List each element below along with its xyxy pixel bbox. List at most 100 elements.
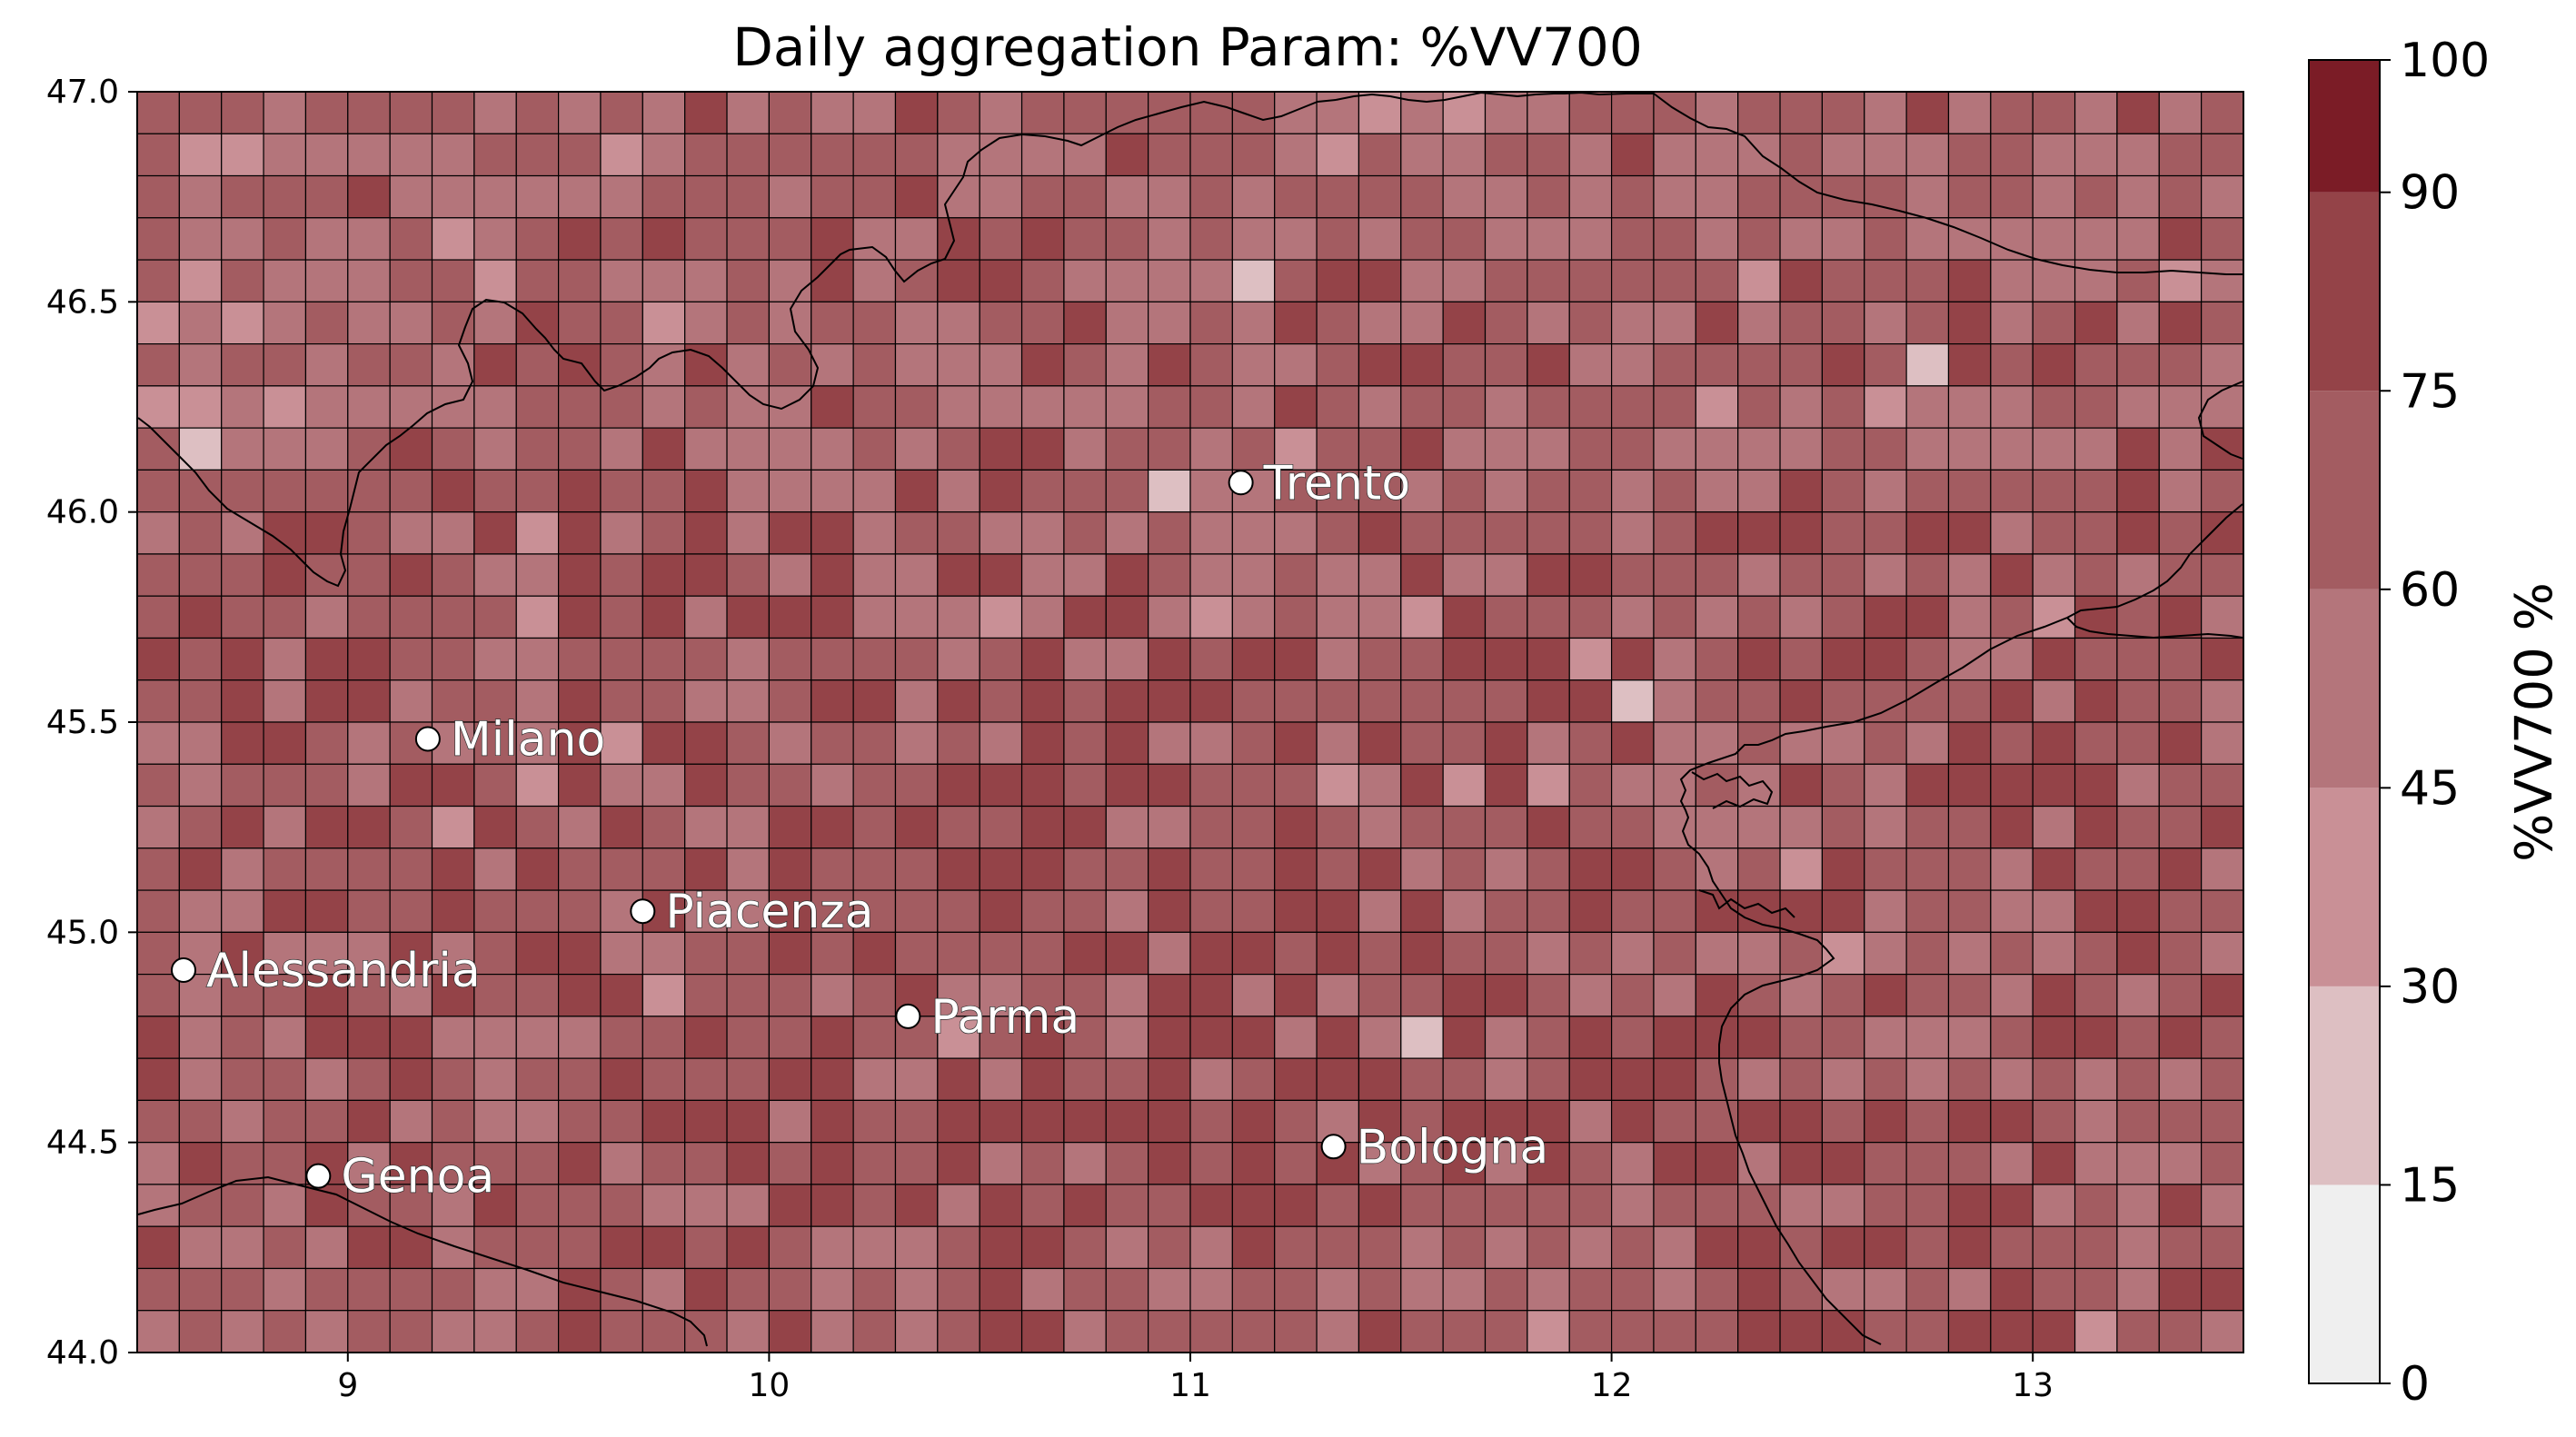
grid-cell <box>136 553 180 597</box>
grid-cell <box>2116 1099 2160 1144</box>
grid-cell <box>2201 91 2244 134</box>
grid-cell <box>1905 1225 1950 1270</box>
grid-cell <box>1400 427 1444 471</box>
grid-cell <box>1905 1142 1950 1185</box>
grid-cell <box>1779 973 1824 1017</box>
grid-cell <box>2116 1142 2160 1185</box>
grid-cell <box>1653 931 1696 976</box>
grid-cell <box>2074 301 2118 345</box>
grid-cell <box>1316 259 1360 302</box>
grid-cell <box>768 721 812 765</box>
grid-cell <box>852 217 897 261</box>
grid-cell <box>1105 1267 1149 1312</box>
grid-cell <box>642 469 686 513</box>
grid-cell <box>263 1310 307 1353</box>
grid-cell <box>600 174 643 219</box>
grid-cell <box>2201 973 2244 1017</box>
grid-cell <box>2116 343 2160 387</box>
grid-cell <box>136 1099 180 1144</box>
grid-cell <box>1063 763 1107 808</box>
grid-cell <box>304 343 349 387</box>
grid-cell <box>178 595 223 639</box>
grid-cell <box>136 1225 180 1270</box>
grid-cell <box>136 637 180 681</box>
grid-cell <box>1484 679 1528 723</box>
grid-cell <box>2116 973 2160 1017</box>
grid-cell <box>684 1142 728 1185</box>
grid-cell <box>515 763 560 808</box>
grid-cell <box>852 1057 897 1102</box>
grid-cell <box>1400 847 1444 891</box>
grid-cell <box>1063 553 1107 597</box>
grid-cell <box>1231 763 1276 808</box>
grid-cell <box>1821 1057 1865 1102</box>
grid-cell <box>1568 1267 1613 1312</box>
grid-cell <box>1527 133 1570 177</box>
grid-cell <box>2158 343 2203 387</box>
grid-cell <box>642 217 686 261</box>
grid-cell <box>1737 1310 1781 1353</box>
grid-cell <box>1947 973 1992 1017</box>
adriatic-coastline <box>2066 617 2243 639</box>
grid-cell <box>2158 91 2203 134</box>
city-marker <box>1320 1134 1347 1160</box>
grid-cell <box>1189 427 1233 471</box>
grid-cell <box>1568 259 1613 302</box>
grid-cell <box>347 343 391 387</box>
grid-cell <box>1990 174 2034 219</box>
grid-cell <box>2201 847 2244 891</box>
grid-cell <box>1274 805 1318 849</box>
grid-cell <box>431 1016 475 1059</box>
grid-cell <box>937 973 980 1017</box>
grid-cell <box>1063 721 1107 765</box>
grid-cell <box>1737 763 1781 808</box>
grid-cell <box>1231 1016 1276 1059</box>
grid-cell <box>1189 133 1233 177</box>
grid-cell <box>1189 763 1233 808</box>
grid-cell <box>1779 1225 1824 1270</box>
grid-cell <box>431 301 475 345</box>
grid-cell <box>1189 931 1233 976</box>
grid-cell <box>1568 637 1613 681</box>
grid-cell <box>979 385 1023 429</box>
grid-cell <box>937 174 980 219</box>
grid-cell <box>979 469 1023 513</box>
grid-cell <box>600 511 643 555</box>
grid-cell <box>389 847 433 891</box>
grid-cell <box>1610 259 1655 302</box>
colorbar-frame <box>2308 59 2381 1384</box>
grid-cell <box>1189 385 1233 429</box>
grid-cell <box>304 595 349 639</box>
grid-cell <box>1610 595 1655 639</box>
grid-cell <box>1231 1225 1276 1270</box>
grid-cell <box>221 805 264 849</box>
grid-cell <box>768 1225 812 1270</box>
grid-cell <box>1779 301 1824 345</box>
grid-cell <box>347 805 391 849</box>
grid-cell <box>1527 1225 1570 1270</box>
grid-cell <box>600 301 643 345</box>
grid-cell <box>684 1057 728 1102</box>
grid-cell <box>1063 1225 1107 1270</box>
grid-cell <box>684 1267 728 1312</box>
grid-cell <box>642 427 686 471</box>
grid-cell <box>1568 1142 1613 1185</box>
grid-cell <box>1442 805 1487 849</box>
grid-cell <box>1947 1225 1992 1270</box>
grid-cell <box>263 805 307 849</box>
grid-cell <box>1484 763 1528 808</box>
grid-cell <box>1148 1310 1191 1353</box>
grid-cell <box>1316 721 1360 765</box>
grid-cell <box>389 889 433 933</box>
grid-cell <box>642 1267 686 1312</box>
grid-cell <box>1695 595 1739 639</box>
grid-cell <box>178 847 223 891</box>
grid-cell <box>1358 553 1402 597</box>
colorbar-tick-label: 60 <box>2400 563 2460 618</box>
grid-cell <box>1990 1016 2034 1059</box>
grid-cell <box>1105 174 1149 219</box>
grid-cell <box>1737 259 1781 302</box>
grid-cell <box>1442 1184 1487 1227</box>
grid-cell <box>431 763 475 808</box>
grid-cell <box>347 1142 391 1185</box>
